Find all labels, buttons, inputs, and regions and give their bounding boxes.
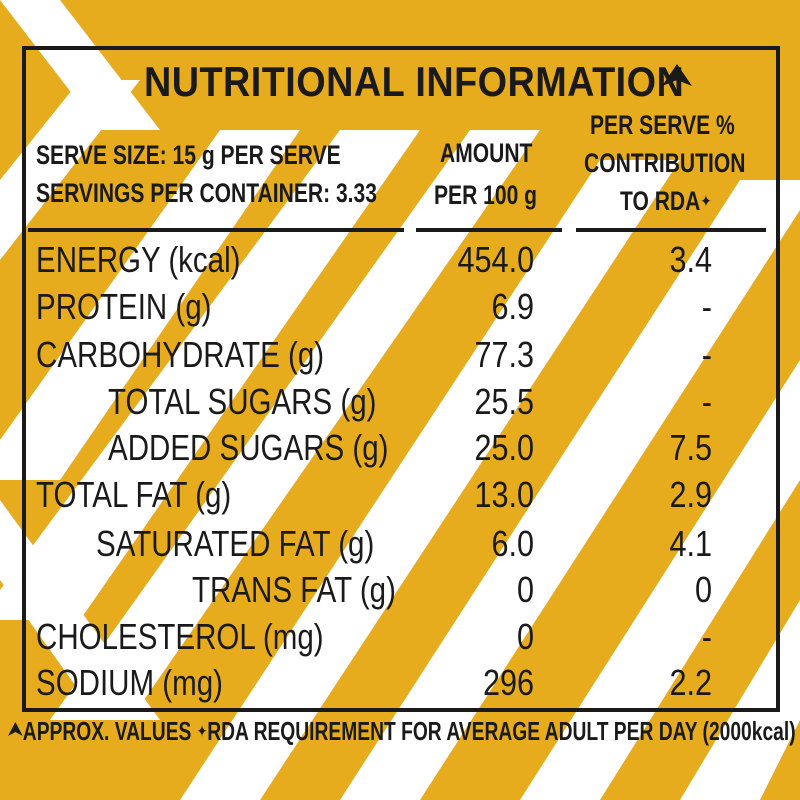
rda-header-line1: PER SERVE % bbox=[590, 110, 735, 140]
amount-per-100g: 13.0 bbox=[474, 474, 534, 515]
table-row: PROTEIN (g) 6.9 - bbox=[0, 285, 800, 333]
nutrient-name: SODIUM (mg) bbox=[36, 662, 223, 703]
rda-percent: 4.1 bbox=[669, 523, 712, 564]
table-row: ENERGY (kcal) 454.0 3.4 bbox=[0, 238, 800, 286]
header-divider-right bbox=[576, 228, 766, 232]
amount-per-100g: 296 bbox=[482, 662, 534, 703]
table-row: SODIUM (mg) 296 2.2 bbox=[0, 661, 800, 709]
amount-per-100g: 25.5 bbox=[474, 381, 534, 422]
rda-header-line3: TO RDA✦ bbox=[620, 186, 711, 217]
rda-header-label: TO RDA bbox=[620, 186, 701, 216]
four-point-star-icon: ✦ bbox=[196, 722, 208, 741]
nutrient-name: TRANS FAT (g) bbox=[192, 569, 396, 610]
table-row: TOTAL FAT (g) 13.0 2.9 bbox=[0, 473, 800, 521]
nutrient-name: SATURATED FAT (g) bbox=[96, 523, 375, 564]
table-row: CARBOHYDRATE (g) 77.3 - bbox=[0, 333, 800, 381]
label-border bbox=[22, 46, 780, 712]
amount-per-100g: 77.3 bbox=[474, 334, 534, 375]
rda-percent: 2.9 bbox=[669, 474, 712, 515]
footnote-approx: APPROX. VALUES bbox=[22, 716, 192, 746]
rda-percent: - bbox=[701, 286, 712, 327]
serve-size: SERVE SIZE: 15 g PER SERVE bbox=[36, 140, 341, 170]
footnote-rda: RDA REQUIREMENT FOR AVERAGE ADULT PER DA… bbox=[207, 716, 796, 746]
amount-per-100g: 0 bbox=[516, 569, 534, 610]
amount-per-100g: 6.0 bbox=[491, 523, 534, 564]
panel-title: NUTRITIONAL INFORMATION bbox=[144, 58, 685, 105]
rda-percent: 0 bbox=[694, 569, 712, 610]
rda-percent: 2.2 bbox=[669, 662, 712, 703]
triangle-up-mark-icon bbox=[8, 722, 23, 736]
rda-percent: 3.4 bbox=[669, 239, 712, 280]
nutrient-name: TOTAL FAT (g) bbox=[36, 474, 232, 515]
nutrient-name: CARBOHYDRATE (g) bbox=[36, 334, 325, 375]
table-row: TOTAL SUGARS (g) 25.5 - bbox=[0, 380, 800, 428]
nutrient-name: TOTAL SUGARS (g) bbox=[108, 381, 377, 422]
triangle-up-mark-icon bbox=[662, 64, 692, 86]
footnote: APPROX. VALUES ✦RDA REQUIREMENT FOR AVER… bbox=[8, 716, 796, 747]
rda-percent: - bbox=[701, 334, 712, 375]
amount-per-100g: 25.0 bbox=[474, 427, 534, 468]
header-divider-left bbox=[28, 228, 404, 232]
nutrient-name: PROTEIN (g) bbox=[36, 286, 212, 327]
rda-percent: - bbox=[701, 616, 712, 657]
amount-per-100g: 6.9 bbox=[491, 286, 534, 327]
amount-header-line1: AMOUNT bbox=[440, 138, 533, 168]
rda-header-line2: CONTRIBUTION bbox=[584, 148, 746, 178]
nutrient-name: ENERGY (kcal) bbox=[36, 239, 241, 280]
table-row: CHOLESTEROL (mg) 0 - bbox=[0, 615, 800, 663]
table-row: TRANS FAT (g) 0 0 bbox=[0, 568, 800, 616]
rda-percent: - bbox=[701, 381, 712, 422]
header-divider-middle bbox=[416, 228, 562, 232]
rda-percent: 7.5 bbox=[669, 427, 712, 468]
amount-header-line2: PER 100 g bbox=[434, 180, 538, 210]
nutrient-name: CHOLESTEROL (mg) bbox=[36, 616, 324, 657]
amount-per-100g: 454.0 bbox=[457, 239, 534, 280]
table-row: SATURATED FAT (g) 6.0 4.1 bbox=[0, 522, 800, 570]
four-point-star-icon: ✦ bbox=[700, 192, 712, 211]
amount-per-100g: 0 bbox=[516, 616, 534, 657]
table-row: ADDED SUGARS (g) 25.0 7.5 bbox=[0, 426, 800, 474]
servings-per-container: SERVINGS PER CONTAINER: 3.33 bbox=[36, 178, 377, 208]
nutrient-name: ADDED SUGARS (g) bbox=[108, 427, 389, 468]
